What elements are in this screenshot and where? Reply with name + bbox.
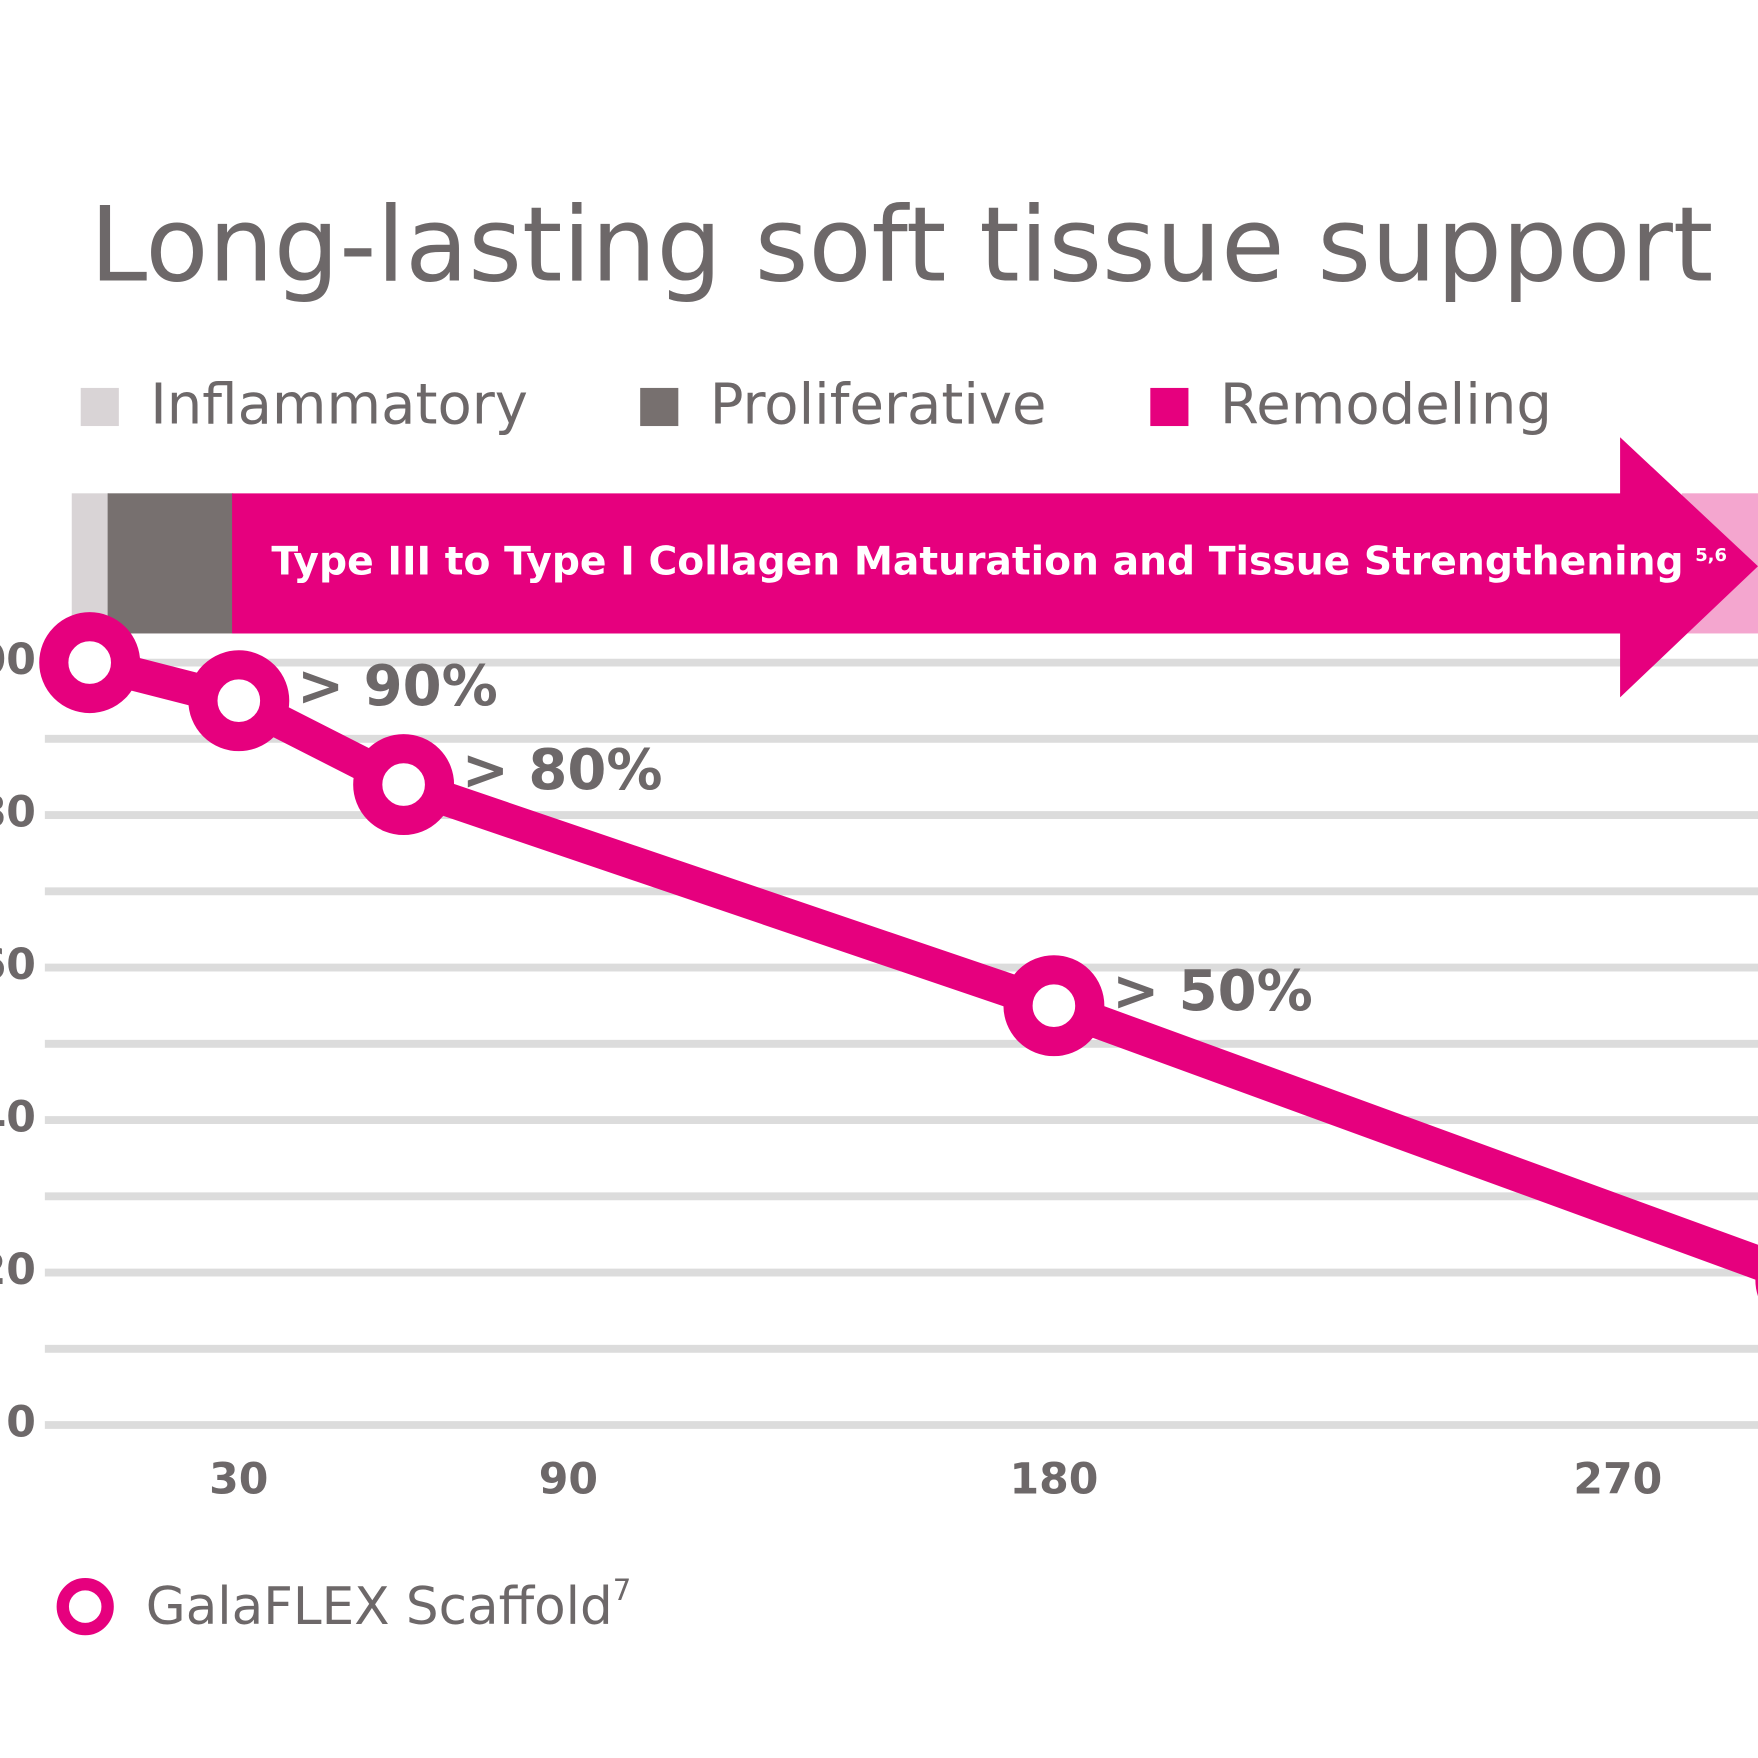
- phase-legend-swatch: [640, 387, 679, 427]
- legend-name: GalaFLEX Scaffold: [146, 1577, 613, 1637]
- y-tick-label: 100: [0, 635, 36, 685]
- phase-legend-swatch: [1150, 387, 1189, 427]
- annotation: > 50%: [1112, 959, 1313, 1024]
- y-tick-label: 60: [0, 940, 36, 990]
- x-tick-label: 270: [1573, 1455, 1662, 1505]
- legend-label: GalaFLEX Scaffold7: [146, 1573, 632, 1637]
- y-tick-label: 40: [0, 1093, 36, 1143]
- legend-marker: [56, 1578, 114, 1636]
- chart-title: Long-lasting soft tissue support: [90, 186, 1714, 306]
- point-marker: [188, 650, 290, 752]
- y-tick-label: 80: [0, 788, 36, 838]
- point-marker: [1003, 955, 1105, 1057]
- point-marker: [353, 734, 455, 836]
- phase-legend-label: Remodeling: [1220, 373, 1552, 438]
- phase-bar: [107, 493, 234, 634]
- phase-arrow: [232, 437, 1758, 698]
- banner-superscript: 5,6: [1695, 545, 1727, 566]
- x-tick-label: 30: [209, 1455, 268, 1505]
- x-tick-label: 180: [1009, 1455, 1098, 1505]
- x-tick-label: 90: [539, 1455, 598, 1505]
- y-tick-label: 0: [6, 1398, 36, 1448]
- y-tick-label: 20: [0, 1245, 36, 1295]
- banner-text: Type III to Type I Collagen Maturation a…: [271, 539, 1683, 584]
- legend-superscript: 7: [613, 1573, 632, 1607]
- phase-legend-label: Inflammatory: [150, 373, 528, 438]
- point-marker: [39, 612, 141, 714]
- phase-legend-label: Proliferative: [710, 373, 1047, 438]
- phase-bar: [71, 493, 109, 634]
- annotation: > 90%: [297, 654, 498, 719]
- annotation: > 80%: [462, 738, 663, 803]
- phase-legend-swatch: [80, 387, 119, 427]
